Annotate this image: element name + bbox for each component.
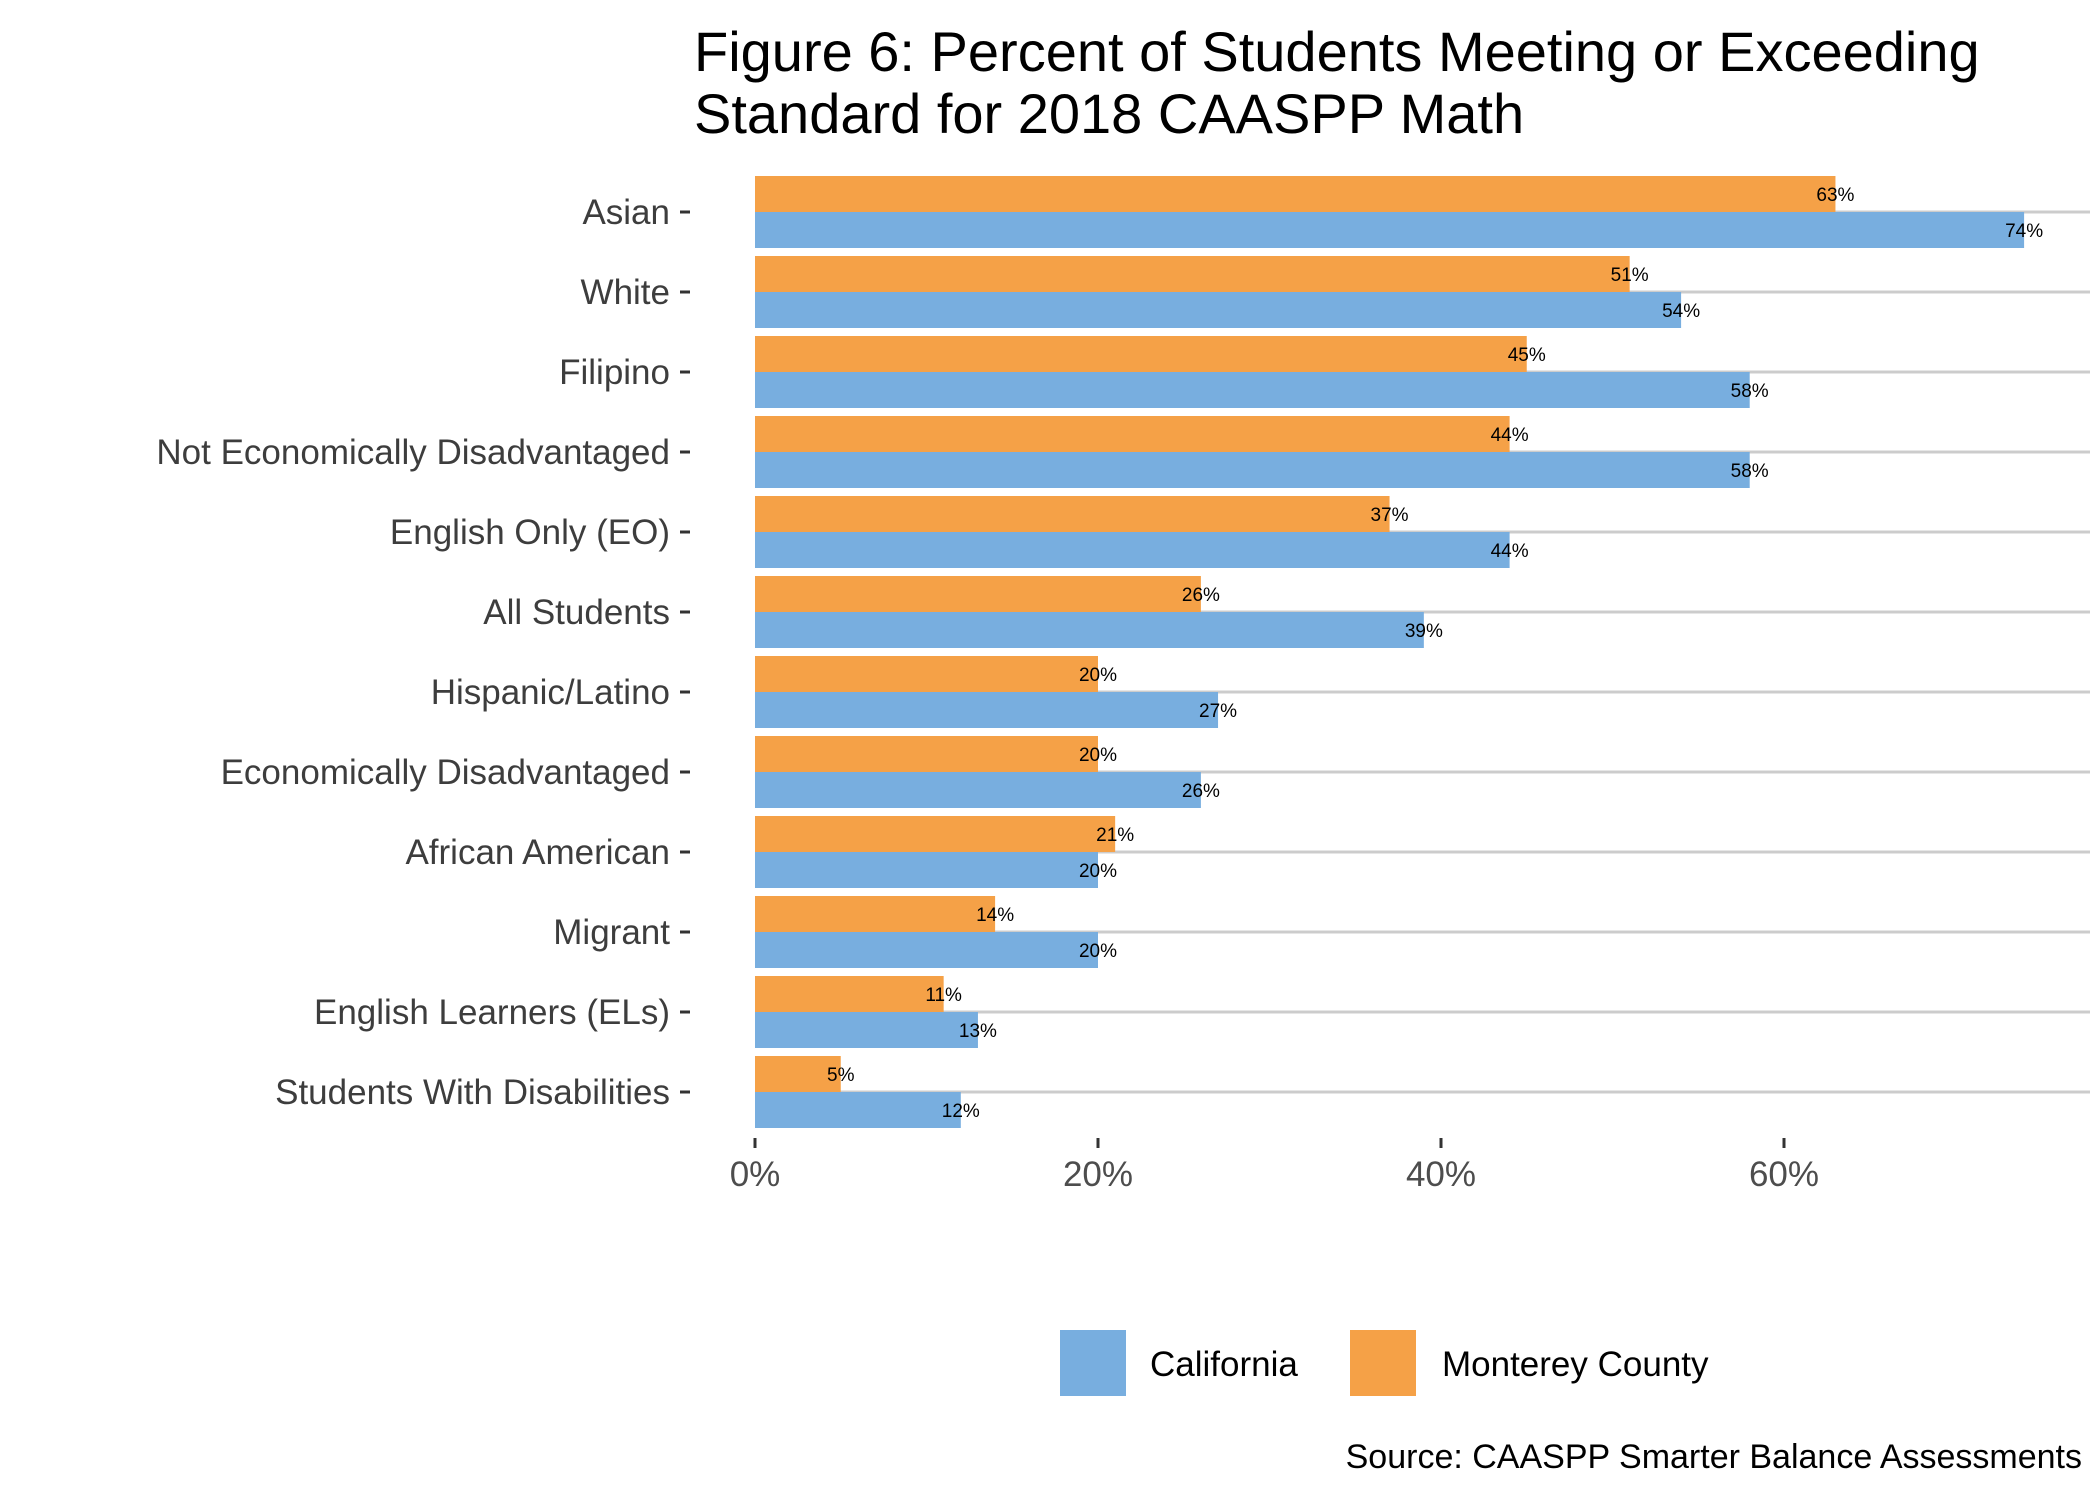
bar-california: [755, 932, 1098, 968]
value-label: 58%: [1731, 461, 1769, 482]
chart-title-line-2: Standard for 2018 CAASPP Math: [694, 82, 1525, 145]
legend-swatch-monterey-county: [1350, 1330, 1416, 1396]
value-label: 37%: [1371, 505, 1409, 526]
value-label: 74%: [2005, 221, 2043, 242]
value-label: 26%: [1182, 781, 1220, 802]
category-label: All Students: [483, 593, 670, 632]
category-label: Migrant: [553, 913, 670, 952]
value-label: 21%: [1096, 825, 1134, 846]
value-labels: 63% 74% 51% 54% 45% 58% 44% 58% 37% 44% 26% 39% 20% 2…: [827, 185, 2043, 1122]
bar-monterey-county: [755, 896, 996, 932]
value-label: 20%: [1079, 861, 1117, 882]
category-label: African American: [405, 833, 670, 872]
value-label: 12%: [942, 1101, 980, 1122]
category-label: Not Economically Disadvantaged: [156, 433, 670, 472]
bar-california: [755, 612, 1424, 648]
bar-california: [755, 852, 1098, 888]
category-label: Economically Disadvantaged: [221, 753, 670, 792]
value-label: 58%: [1731, 381, 1769, 402]
bar-monterey-county: [755, 176, 1836, 212]
x-axis: 0% 20% 40% 60%: [730, 1138, 1819, 1194]
bar-california: [755, 212, 2025, 248]
bar-monterey-county: [755, 976, 944, 1012]
category-label: English Learners (ELs): [314, 993, 670, 1032]
value-label: 27%: [1199, 701, 1237, 722]
x-tick-label: 20%: [1063, 1155, 1133, 1194]
bar-monterey-county: [755, 576, 1201, 612]
value-label: 44%: [1491, 425, 1529, 446]
bar-california: [755, 1092, 961, 1128]
bar-monterey-county: [755, 496, 1390, 532]
bar-california: [755, 772, 1201, 808]
bar-monterey-county: [755, 336, 1527, 372]
bar-monterey-county: [755, 656, 1098, 692]
value-label: 51%: [1611, 265, 1649, 286]
value-label: 11%: [925, 985, 962, 1006]
bar-monterey-county: [755, 256, 1630, 292]
bar-monterey-county: [755, 416, 1510, 452]
value-label: 26%: [1182, 585, 1220, 606]
legend-swatch-california: [1060, 1330, 1126, 1396]
source-caption: Source: CAASPP Smarter Balance Assessmen…: [1346, 1438, 2082, 1476]
value-label: 5%: [827, 1065, 855, 1086]
value-label: 14%: [976, 905, 1014, 926]
legend-label-california: California: [1150, 1345, 1298, 1384]
bar-california: [755, 292, 1682, 328]
category-label: Filipino: [559, 353, 670, 392]
value-label: 39%: [1405, 621, 1443, 642]
value-label: 45%: [1508, 345, 1546, 366]
bar-monterey-county: [755, 1056, 841, 1092]
bar-california: [755, 372, 1750, 408]
category-label: White: [581, 273, 670, 312]
legend: California Monterey County: [1060, 1330, 1709, 1396]
value-label: 44%: [1491, 541, 1529, 562]
category-label: Hispanic/Latino: [431, 673, 670, 712]
value-label: 13%: [959, 1021, 997, 1042]
value-label: 20%: [1079, 745, 1117, 766]
value-label: 20%: [1079, 941, 1117, 962]
bar-california: [755, 452, 1750, 488]
bar-monterey-county: [755, 736, 1098, 772]
category-label: Asian: [582, 193, 670, 232]
value-label: 20%: [1079, 665, 1117, 686]
x-tick-label: 60%: [1749, 1155, 1819, 1194]
x-tick-label: 0%: [730, 1155, 781, 1194]
bar-california: [755, 692, 1219, 728]
category-label: English Only (EO): [390, 513, 670, 552]
value-label: 63%: [1816, 185, 1854, 206]
chart-title-line-1: Figure 6: Percent of Students Meeting or…: [694, 20, 1980, 83]
bar-california: [755, 532, 1510, 568]
value-label: 54%: [1662, 301, 1700, 322]
bar-monterey-county: [755, 816, 1116, 852]
legend-label-monterey-county: Monterey County: [1442, 1345, 1709, 1384]
bar-california: [755, 1012, 978, 1048]
category-label: Students With Disabilities: [275, 1073, 670, 1112]
y-axis: Asian White Filipino Not Economically Disad…: [156, 193, 690, 1112]
x-tick-label: 40%: [1406, 1155, 1476, 1194]
bars: [755, 176, 2025, 1128]
